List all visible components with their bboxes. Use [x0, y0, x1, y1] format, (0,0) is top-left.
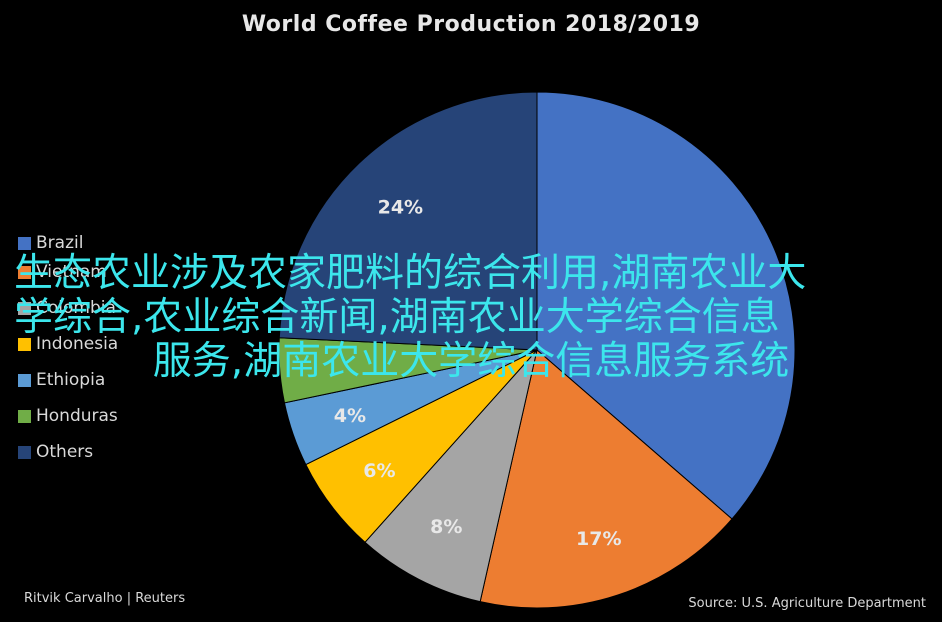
pie-slice-colombia — [364, 348, 538, 603]
data-label-ethiopia: 4% — [334, 405, 366, 427]
data-label-others: 24% — [378, 197, 423, 219]
legend-label: Vietnam — [36, 261, 107, 282]
legend-swatch — [18, 265, 31, 279]
data-label-colombia: 8% — [430, 516, 462, 538]
legend-item-indonesia: Indonesia — [18, 326, 118, 362]
chart-title: World Coffee Production 2018/2019 — [241, 12, 701, 37]
legend-item-brazil: Brazil — [18, 232, 118, 254]
pie-slice-vietnam — [479, 349, 733, 609]
overlay-text-line-1: 生态农业涉及农家肥料的综合利用,湖南农业大 — [14, 251, 807, 296]
legend-label: Indonesia — [36, 333, 119, 354]
legend-swatch — [18, 373, 31, 387]
legend-swatch — [18, 337, 31, 351]
legend-swatch — [18, 445, 31, 459]
pie-slice-brazil — [536, 91, 796, 520]
pie-slice-others — [278, 91, 538, 351]
legend-item-honduras: Honduras — [18, 398, 118, 434]
legend-label: Honduras — [36, 405, 118, 426]
source-credit: Source: U.S. Agriculture Department — [688, 596, 926, 611]
author-credit: Ritvik Carvalho | Reuters — [24, 591, 186, 606]
legend-swatch — [18, 409, 31, 423]
overlay-text-line-3: 服务,湖南农业大学综合信息服务系统 — [152, 339, 790, 384]
legend-item-ethiopia: Ethiopia — [18, 362, 118, 398]
legend-label: Brazil — [36, 232, 84, 253]
legend-label: Others — [36, 441, 94, 462]
legend-label: Ethiopia — [36, 369, 106, 390]
data-label-indonesia: 6% — [363, 460, 395, 482]
legend-swatch — [18, 301, 31, 315]
legend-item-vietnam: Vietnam — [18, 254, 118, 290]
legend: Brazil Vietnam Colombia Indonesia Ethiop… — [18, 232, 118, 470]
legend-item-colombia: Colombia — [18, 290, 118, 326]
legend-swatch — [18, 236, 31, 250]
legend-item-others: Others — [18, 434, 118, 470]
legend-label: Colombia — [36, 297, 116, 318]
overlay-text-line-2: 学综合,农业综合新闻,湖南农业大学综合信息 — [14, 295, 780, 340]
data-label-vietnam: 17% — [576, 528, 621, 550]
